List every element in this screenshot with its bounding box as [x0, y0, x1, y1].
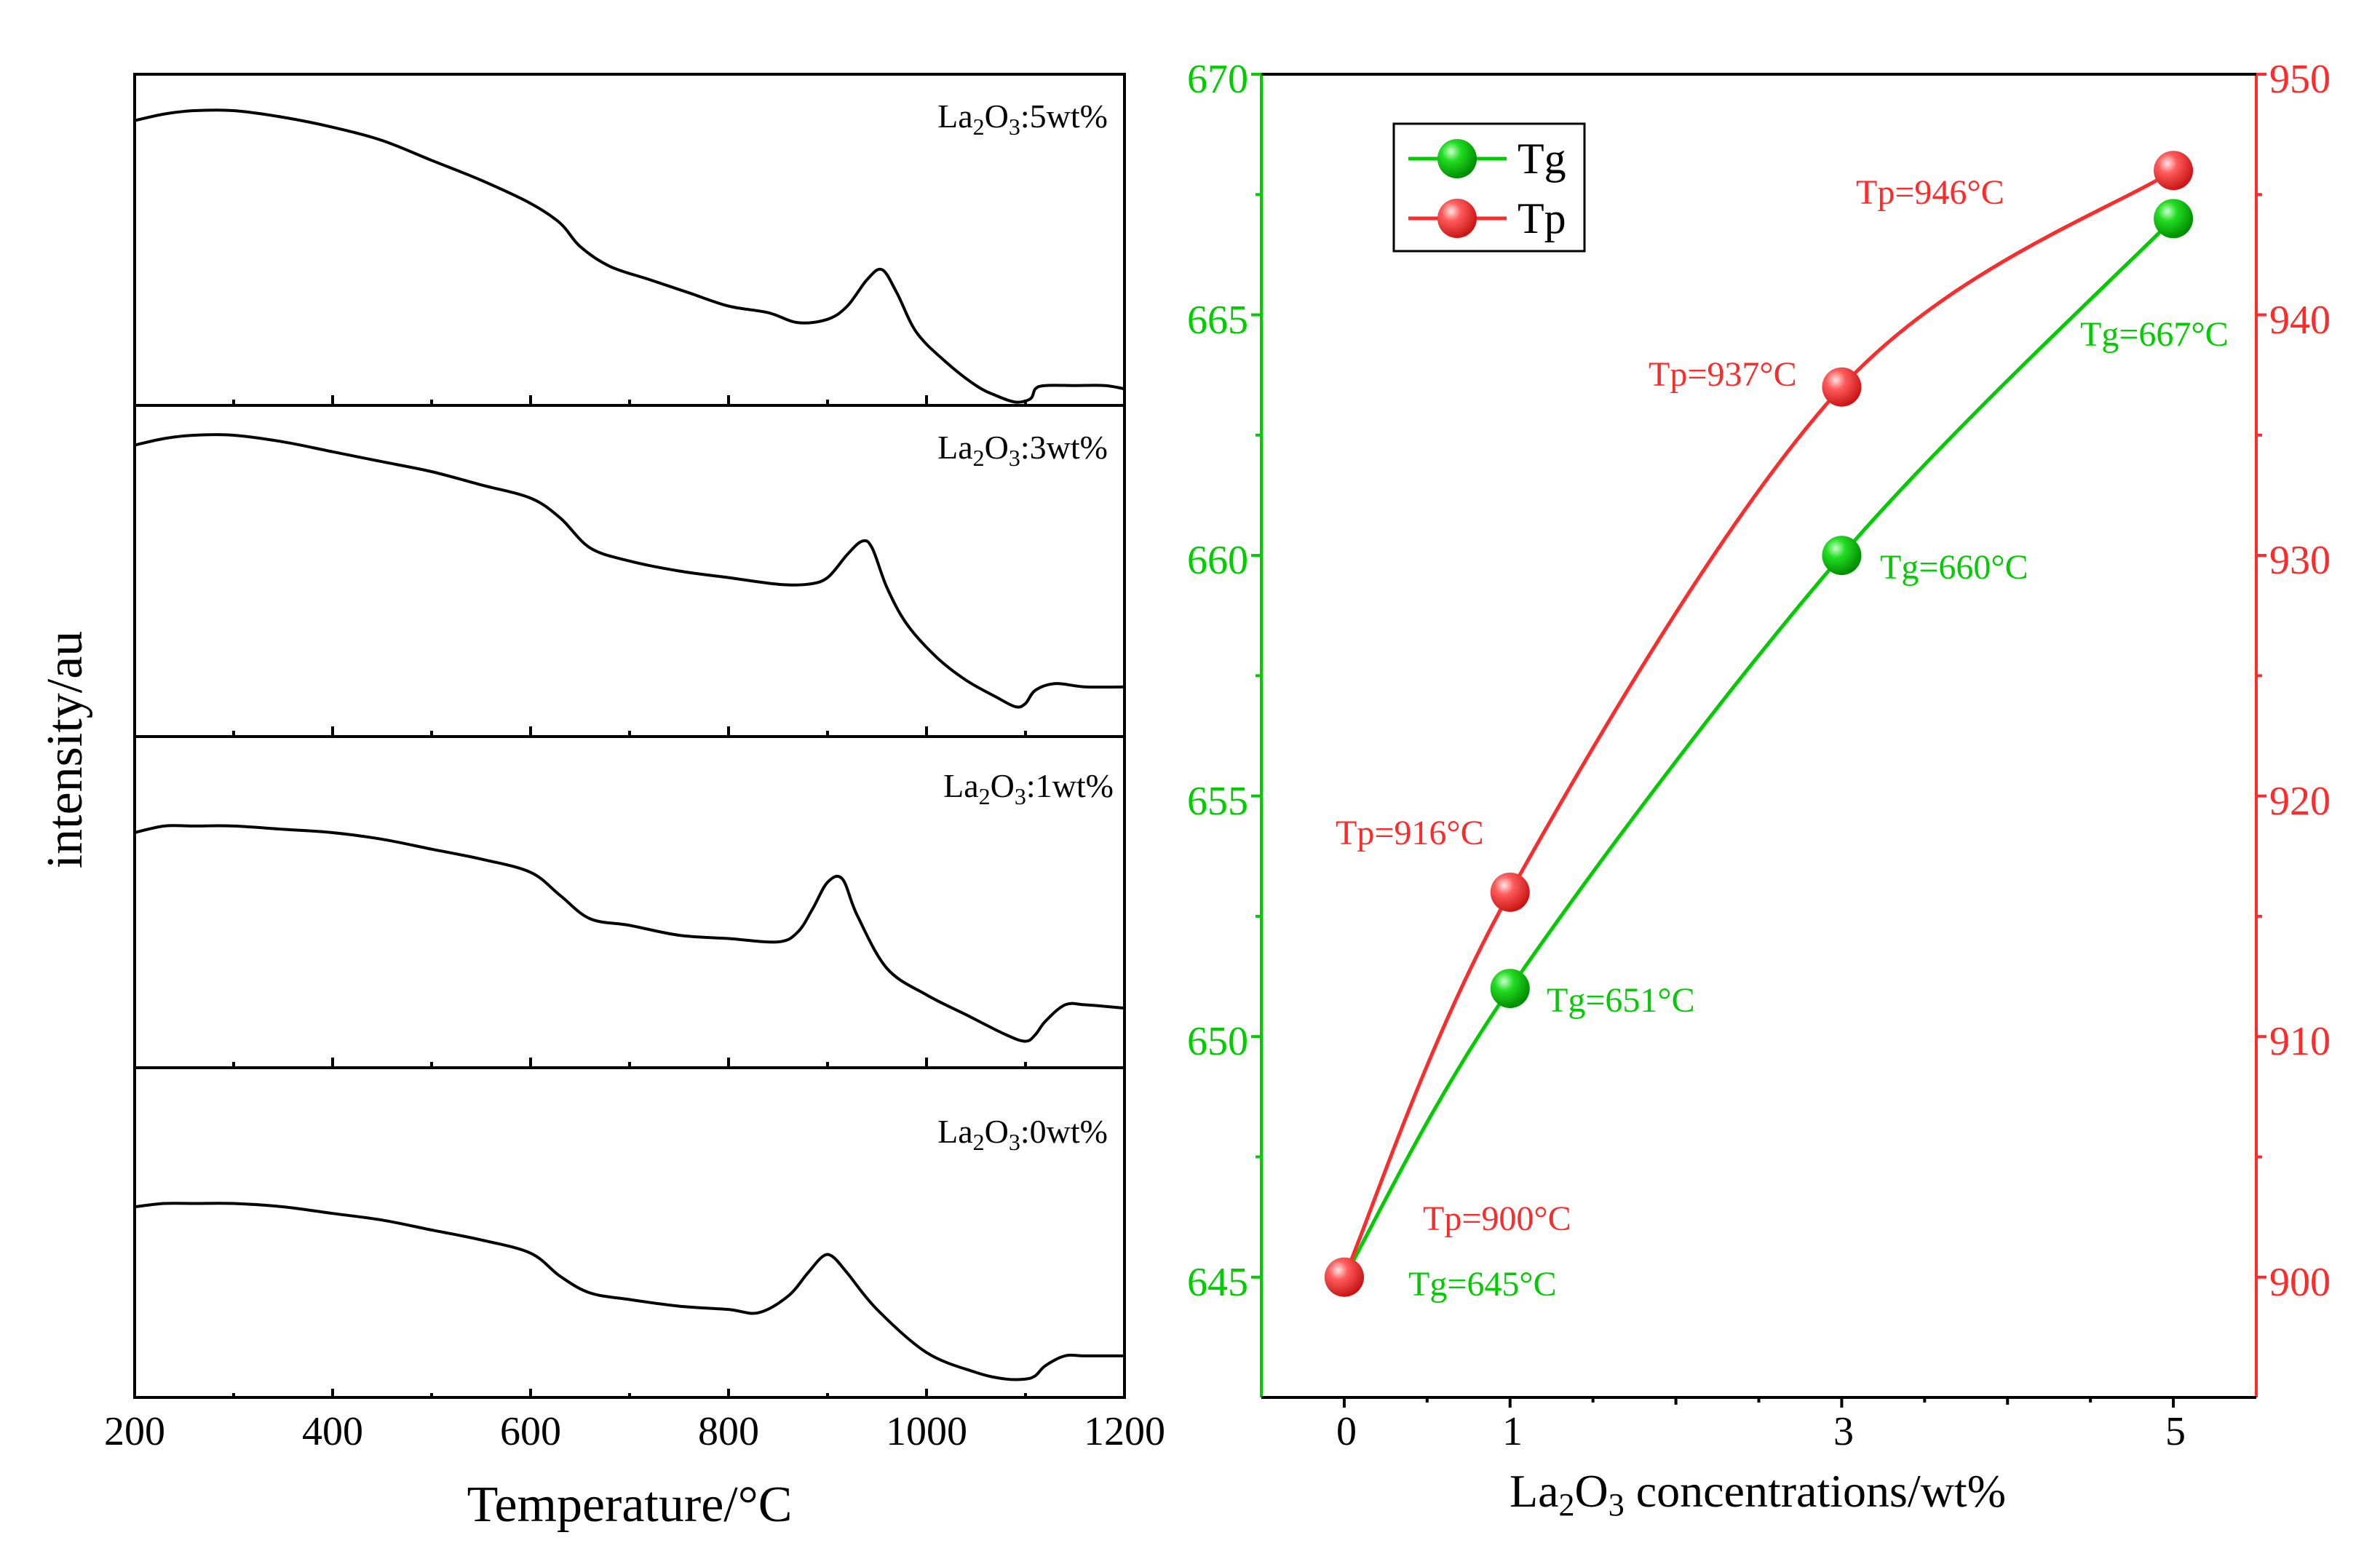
legend-tp-marker	[1437, 199, 1477, 238]
dsc-curve-5wt%	[134, 108, 1125, 404]
tg-data-labels: Tg=645°C Tg=651°C Tg=660°C Tg=667°C	[1408, 315, 2229, 1304]
marker-Tg-1	[1490, 969, 1530, 1009]
right-left-tick-label: 660	[1187, 538, 1248, 583]
right-right-tick-label: 900	[2269, 1260, 2331, 1305]
tp-label-1: Tp=916°C	[1336, 814, 1484, 852]
left-y-axis-title: intensity/au	[37, 631, 93, 869]
right-series	[1324, 151, 2194, 1297]
tg-label-2: Tg=660°C	[1880, 548, 2028, 587]
dsc-curve-0wt%	[134, 1202, 1124, 1381]
left-x-tick-label: 200	[104, 1409, 165, 1454]
panel-label-3wt: La2O3:3wt%	[937, 429, 1108, 471]
tp-label-0: Tp=900°C	[1423, 1199, 1571, 1238]
panel-labels: La2O3:5wt% La2O3:3wt% La2O3:1wt% La2O3:0…	[937, 98, 1114, 1155]
right-right-tick-label: 920	[2269, 779, 2331, 824]
tp-data-labels: Tp=900°C Tp=916°C Tp=937°C Tp=946°C	[1336, 173, 2004, 1238]
left-x-tick-label: 1000	[886, 1409, 967, 1454]
right-right-tick-label: 930	[2269, 538, 2331, 583]
left-chart: 200 400 600 800 1000 1200 Temperature/°C…	[37, 73, 1165, 1533]
legend-tg-marker	[1437, 139, 1477, 178]
marker-Tp-3	[2154, 151, 2194, 191]
right-x-axis-title: La2O3 concentrations/wt%	[1510, 1465, 2006, 1523]
marker-Tg-3	[2154, 199, 2194, 239]
panel-frame-0wt	[133, 1066, 1126, 1399]
dsc-curve-3wt%	[134, 433, 1125, 709]
right-x-tick-label: 3	[1833, 1409, 1854, 1454]
legend-tg-label: Tg	[1518, 135, 1566, 183]
left-x-ticks	[133, 395, 1126, 1399]
marker-Tg-2	[1822, 536, 1862, 576]
left-x-axis-title: Temperature/°C	[467, 1477, 793, 1533]
right-left-tick-label: 655	[1187, 779, 1248, 824]
left-x-tick-label: 1200	[1084, 1409, 1165, 1454]
left-x-tick-label: 400	[302, 1409, 363, 1454]
right-left-tick-label: 645	[1187, 1260, 1248, 1305]
tg-label-3: Tg=667°C	[2080, 315, 2229, 354]
right-left-tick-label: 665	[1187, 298, 1248, 343]
left-x-tick-label: 800	[698, 1409, 759, 1454]
tp-label-2: Tp=937°C	[1649, 355, 1797, 394]
left-x-tick-label: 600	[500, 1409, 561, 1454]
right-left-tick-label: 650	[1187, 1019, 1248, 1064]
left-curves	[134, 108, 1125, 1381]
right-right-tick-labels: 900 910 920 930 940 950	[2269, 57, 2331, 1305]
marker-Tp-0	[1324, 1257, 1364, 1297]
right-right-tick-label: 950	[2269, 57, 2331, 102]
right-right-tick-label: 940	[2269, 298, 2331, 343]
series-line-Tp	[1342, 169, 2175, 1278]
right-right-tick-label: 910	[2269, 1019, 2331, 1064]
panel-label-5wt: La2O3:5wt%	[937, 98, 1108, 140]
right-left-tick-label: 670	[1187, 57, 1248, 102]
right-x-tick-labels: 0 1 3 5	[1336, 1409, 2186, 1454]
left-x-tick-labels: 200 400 600 800 1000 1200	[104, 1409, 1165, 1454]
tp-label-3: Tp=946°C	[1856, 173, 2004, 212]
series-line-Tg	[1342, 217, 2175, 1278]
legend: Tg Tp	[1392, 122, 1586, 253]
panel-label-1wt: La2O3:1wt%	[943, 767, 1114, 809]
tg-label-0: Tg=645°C	[1408, 1265, 1557, 1304]
legend-box	[1392, 122, 1586, 253]
right-x-tick-label: 1	[1502, 1409, 1523, 1454]
right-x-tick-label: 5	[2165, 1409, 2186, 1454]
right-left-tick-labels: 645 650 655 660 665 670	[1187, 57, 1248, 1305]
right-axis-ticks	[1251, 73, 2266, 1408]
right-x-tick-label: 0	[1336, 1409, 1357, 1454]
marker-Tp-1	[1490, 872, 1530, 912]
dsc-curve-1wt%	[134, 824, 1125, 1043]
panel-label-0wt: La2O3:0wt%	[937, 1113, 1108, 1155]
right-chart: 645 650 655 660 665 670 900 910 920 930 …	[1187, 57, 2331, 1523]
legend-tp-label: Tp	[1518, 194, 1566, 242]
tg-label-1: Tg=651°C	[1547, 981, 1695, 1020]
marker-Tp-2	[1822, 367, 1862, 407]
